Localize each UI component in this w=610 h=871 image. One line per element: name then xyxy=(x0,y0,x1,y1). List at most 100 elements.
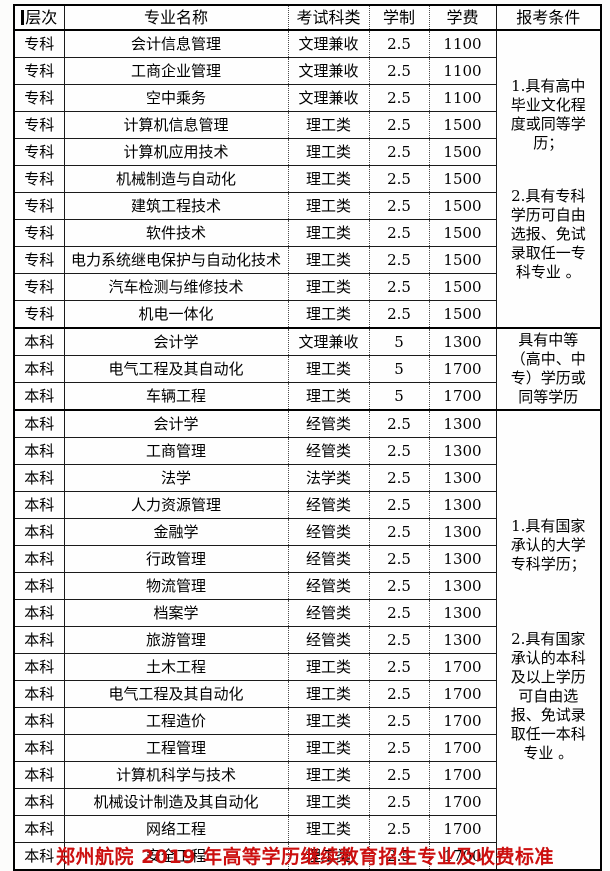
cell-level: 本科 xyxy=(14,437,65,465)
cell-major: 计算机应用技术 xyxy=(64,138,289,166)
table-row: 专科 电力系统继电保护与自动化技术 理工类 2.5 1500 xyxy=(14,246,601,274)
cell-major: 计算机科学与技术 xyxy=(64,761,289,789)
table-row: 本科 工程管理 理工类 2.5 1700 xyxy=(14,734,601,762)
cell-level: 本科 xyxy=(14,518,65,546)
requirements-cell: 具有中等 （高中、中 专）学历或 同等学历 xyxy=(496,327,601,410)
cell-category: 理工类 xyxy=(288,815,370,843)
cell-major: 物流管理 xyxy=(64,572,289,600)
cell-major: 工程管理 xyxy=(64,734,289,762)
cell-level: 本科 xyxy=(14,599,65,627)
cell-major: 人力资源管理 xyxy=(64,491,289,519)
cell-category: 理工类 xyxy=(288,653,370,681)
cell-tuition: 1500 xyxy=(429,219,497,247)
cell-category: 理工类 xyxy=(288,165,370,193)
cell-level: 专科 xyxy=(14,273,65,301)
cell-duration: 2.5 xyxy=(369,653,430,681)
cell-duration: 2.5 xyxy=(369,84,430,112)
cell-duration: 2.5 xyxy=(369,437,430,465)
requirement-paragraph: 具有中等 （高中、中 专）学历或 同等学历 xyxy=(510,331,586,406)
cell-duration: 2.5 xyxy=(369,491,430,519)
cell-major: 安全工程 xyxy=(64,842,289,870)
cell-tuition: 1700 xyxy=(429,707,497,735)
cell-tuition: 1500 xyxy=(429,111,497,139)
cell-category: 经管类 xyxy=(288,437,370,465)
cell-level: 专科 xyxy=(14,84,65,112)
cell-duration: 5 xyxy=(369,382,430,410)
cell-tuition: 1300 xyxy=(429,464,497,492)
cell-tuition: 1500 xyxy=(429,246,497,274)
cell-duration: 2.5 xyxy=(369,246,430,274)
cell-tuition: 1300 xyxy=(429,545,497,573)
table-row: 本科 会计学 经管类 2.5 1300 1.具有国家 承认的大学 专科学历； 2.具有国家 … xyxy=(14,409,601,870)
cell-level: 本科 xyxy=(14,409,65,438)
table-row: 本科 会计学 文理兼收 5 1300 具有中等 （高中、中 专）学历或 同等学历 xyxy=(14,327,601,410)
cell-level: 本科 xyxy=(14,327,65,356)
cell-tuition: 1700 xyxy=(429,355,497,383)
cell-level: 本科 xyxy=(14,572,65,600)
cell-category: 理工类 xyxy=(288,300,370,328)
cell-tuition: 1300 xyxy=(429,572,497,600)
cell-level: 本科 xyxy=(14,761,65,789)
cell-level: 本科 xyxy=(14,545,65,573)
cell-major: 土木工程 xyxy=(64,653,289,681)
cell-tuition: 1700 xyxy=(429,815,497,843)
cell-duration: 2.5 xyxy=(369,599,430,627)
table-row: 本科 档案学 经管类 2.5 1300 xyxy=(14,599,601,627)
cell-tuition: 1500 xyxy=(429,300,497,328)
cell-duration: 2.5 xyxy=(369,57,430,85)
header-major: 专业名称 xyxy=(64,4,289,31)
cell-tuition: 1500 xyxy=(429,138,497,166)
table-row: 专科 建筑工程技术 理工类 2.5 1500 xyxy=(14,192,601,220)
cell-level: 专科 xyxy=(14,111,65,139)
cell-major: 工商管理 xyxy=(64,437,289,465)
cell-category: 理工类 xyxy=(288,761,370,789)
cell-category: 理工类 xyxy=(288,842,370,870)
table-body: 专科 会计信息管理 文理兼收 2.5 1100 1.具有高中 毕业文化程 度或同等学 历；… xyxy=(14,29,601,870)
table-row: 专科 计算机信息管理 理工类 2.5 1500 xyxy=(14,111,601,139)
cell-category: 经管类 xyxy=(288,626,370,654)
cell-duration: 2.5 xyxy=(369,842,430,870)
cell-duration: 2.5 xyxy=(369,29,430,58)
admissions-table: 层次 专业名称 考试科类 学制 学费 报考条件 专科 会计信息管理 文理兼收 2.5 1… xyxy=(13,4,602,871)
cell-level: 本科 xyxy=(14,464,65,492)
cell-major: 电气工程及其自动化 xyxy=(64,355,289,383)
table-row: 本科 计算机科学与技术 理工类 2.5 1700 xyxy=(14,761,601,789)
cell-category: 经管类 xyxy=(288,409,370,438)
cell-major: 法学 xyxy=(64,464,289,492)
cell-category: 理工类 xyxy=(288,707,370,735)
cell-level: 专科 xyxy=(14,246,65,274)
cell-tuition: 1300 xyxy=(429,327,497,356)
cell-duration: 5 xyxy=(369,355,430,383)
cell-duration: 2.5 xyxy=(369,761,430,789)
table-row: 专科 计算机应用技术 理工类 2.5 1500 xyxy=(14,138,601,166)
table-row: 本科 电气工程及其自动化 理工类 2.5 1700 xyxy=(14,680,601,708)
cell-tuition: 1700 xyxy=(429,788,497,816)
table-row: 本科 网络工程 理工类 2.5 1700 xyxy=(14,815,601,843)
table-row: 本科 车辆工程 理工类 5 1700 xyxy=(14,382,601,410)
cell-major: 会计学 xyxy=(64,409,289,438)
table-row: 本科 机械设计制造及其自动化 理工类 2.5 1700 xyxy=(14,788,601,816)
cell-major: 机械制造与自动化 xyxy=(64,165,289,193)
requirement-paragraph: 2.具有专科 学历可自由 选报、免试 录取任一专 科专业 。 xyxy=(510,186,586,281)
cell-tuition: 1700 xyxy=(429,653,497,681)
cell-duration: 2.5 xyxy=(369,815,430,843)
requirement-paragraph: 1.具有国家 承认的大学 专科学历； xyxy=(510,517,586,573)
text-cursor-artifact xyxy=(21,9,25,25)
cell-tuition: 1300 xyxy=(429,437,497,465)
cell-major: 机械设计制造及其自动化 xyxy=(64,788,289,816)
header-tuition: 学费 xyxy=(429,4,497,31)
table-row: 本科 工程造价 理工类 2.5 1700 xyxy=(14,707,601,735)
cell-duration: 2.5 xyxy=(369,680,430,708)
cell-level: 本科 xyxy=(14,680,65,708)
cell-duration: 2.5 xyxy=(369,572,430,600)
cell-level: 专科 xyxy=(14,192,65,220)
header-row: 层次 专业名称 考试科类 学制 学费 报考条件 xyxy=(14,4,601,31)
table-row: 本科 电气工程及其自动化 理工类 5 1700 xyxy=(14,355,601,383)
cell-level: 本科 xyxy=(14,788,65,816)
cell-category: 经管类 xyxy=(288,545,370,573)
cell-tuition: 1100 xyxy=(429,84,497,112)
table-header: 层次 专业名称 考试科类 学制 学费 报考条件 xyxy=(14,4,601,31)
cell-duration: 2.5 xyxy=(369,300,430,328)
cell-major: 工程造价 xyxy=(64,707,289,735)
